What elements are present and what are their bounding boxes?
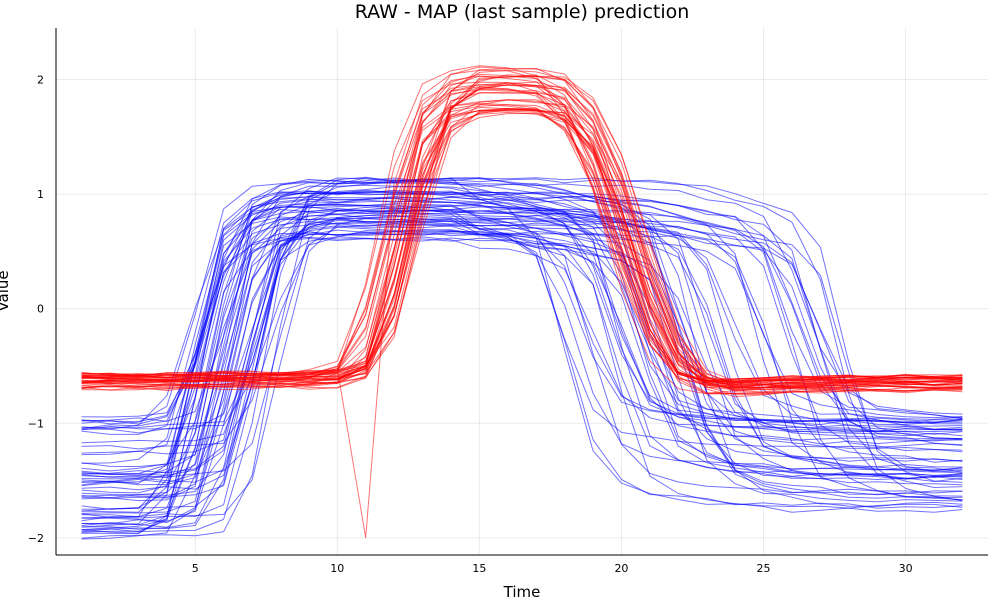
blue-series-line xyxy=(81,236,963,476)
red-series-line xyxy=(81,99,963,388)
blue-series-line xyxy=(81,224,963,513)
tick-labels: 5 10 15 20 25 30 −2 −1 0 1 2 xyxy=(28,74,913,575)
blue-series-line xyxy=(81,230,963,503)
blue-series-line xyxy=(81,204,963,494)
blue-series-line xyxy=(81,197,963,528)
blue-series-line xyxy=(81,184,963,528)
blue-series-line xyxy=(81,230,963,497)
axes xyxy=(55,28,988,556)
blue-series-line xyxy=(81,206,963,473)
blue-series-line xyxy=(81,217,963,518)
red-series-line xyxy=(81,73,963,395)
blue-series-line xyxy=(81,236,963,437)
y-tick-label: −1 xyxy=(28,417,44,430)
blue-series-line xyxy=(81,203,963,510)
blue-series-line xyxy=(81,226,963,486)
blue-series-line xyxy=(81,179,963,425)
red-series-line xyxy=(81,82,963,394)
x-tick-label: 15 xyxy=(472,562,486,575)
red-series-line xyxy=(81,75,963,392)
chart-title: RAW - MAP (last sample) prediction xyxy=(355,1,690,23)
blue-series-line xyxy=(81,218,963,510)
blue-series-line xyxy=(81,221,963,476)
x-tick-label: 10 xyxy=(330,562,344,575)
series-lines xyxy=(81,65,963,540)
blue-series-line xyxy=(81,230,963,480)
red-series-line xyxy=(81,106,963,386)
red-series-line xyxy=(81,84,963,383)
y-tick-label: 0 xyxy=(37,303,44,316)
blue-series-line xyxy=(81,189,963,464)
blue-series-line xyxy=(81,237,963,533)
blue-series-line xyxy=(81,196,963,534)
blue-series-line xyxy=(81,214,963,512)
blue-series-line xyxy=(81,229,963,478)
blue-series-line xyxy=(81,191,963,499)
blue-series-line xyxy=(81,199,963,475)
blue-series-line xyxy=(81,177,963,539)
x-tick-label: 20 xyxy=(614,562,628,575)
blue-series-line xyxy=(81,209,963,498)
blue-series-line xyxy=(81,186,963,483)
y-tick-label: 1 xyxy=(37,188,44,201)
blue-series-line xyxy=(81,199,963,501)
y-tick-label: −2 xyxy=(28,532,44,545)
x-tick-label: 30 xyxy=(899,562,913,575)
x-tick-label: 25 xyxy=(757,562,771,575)
red-series-line xyxy=(81,108,963,389)
blue-series-line xyxy=(81,196,963,488)
x-axis-title: Time xyxy=(503,583,541,600)
red-series-line xyxy=(81,109,963,389)
blue-series-line xyxy=(81,222,963,471)
blue-series-line xyxy=(81,178,963,501)
blue-series-line xyxy=(81,177,963,495)
grid xyxy=(56,28,988,555)
x-tick-label: 5 xyxy=(192,562,199,575)
y-axis-title: Value xyxy=(0,270,12,311)
blue-series-line xyxy=(81,206,963,533)
y-tick-label: 2 xyxy=(37,74,44,87)
